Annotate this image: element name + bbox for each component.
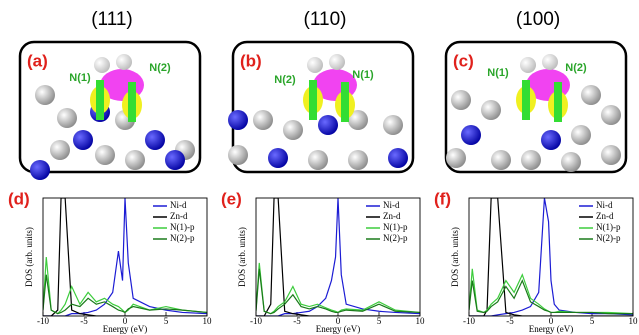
bond bbox=[96, 80, 104, 120]
atom bbox=[50, 140, 70, 160]
atom bbox=[601, 145, 621, 165]
legend-label: Zn-d bbox=[596, 211, 614, 221]
panel-label: (f) bbox=[434, 189, 451, 208]
atom bbox=[35, 85, 55, 105]
legend-label: Zn-d bbox=[170, 211, 188, 221]
atom bbox=[116, 54, 132, 70]
atom bbox=[348, 150, 368, 170]
legend-label: N(1)-p bbox=[596, 222, 621, 232]
atom-label: N(2) bbox=[149, 62, 171, 74]
x-tick-label: 0 bbox=[123, 316, 128, 326]
atom bbox=[461, 125, 481, 145]
atom bbox=[125, 150, 145, 170]
figure: (111) (a) N(1) N(2) (110) (b) N(2) N(1) (100) (c)… bbox=[0, 0, 639, 335]
atom bbox=[283, 120, 303, 140]
atom bbox=[481, 100, 501, 120]
legend-label: N(2)-p bbox=[170, 233, 195, 243]
bond bbox=[309, 80, 317, 120]
y-axis-label: DOS (arb. units) bbox=[450, 227, 460, 287]
dos-line bbox=[256, 269, 420, 314]
atom bbox=[451, 90, 471, 110]
dos-line bbox=[469, 281, 633, 314]
atom bbox=[307, 57, 323, 73]
y-axis-label: DOS (arb. units) bbox=[237, 227, 247, 287]
dos-line bbox=[43, 257, 207, 314]
dos-line bbox=[256, 263, 420, 314]
panel-title: (100) bbox=[516, 9, 560, 30]
dos-line bbox=[43, 275, 207, 314]
atom bbox=[446, 148, 466, 168]
atom bbox=[73, 130, 93, 150]
atom bbox=[30, 160, 50, 180]
atom bbox=[571, 125, 591, 145]
atom-label: N(1) bbox=[352, 69, 374, 81]
atom bbox=[165, 150, 185, 170]
atom bbox=[318, 115, 338, 135]
panel-label: (e) bbox=[221, 189, 242, 208]
legend-label: Zn-d bbox=[383, 211, 401, 221]
atom bbox=[581, 85, 601, 105]
x-tick-label: 10 bbox=[203, 316, 213, 326]
atom bbox=[145, 130, 165, 150]
legend-label: Ni-d bbox=[383, 200, 400, 210]
x-tick-label: -10 bbox=[250, 316, 262, 326]
atom bbox=[95, 145, 115, 165]
atom bbox=[491, 150, 511, 170]
panel-label: (a) bbox=[27, 51, 48, 70]
atom bbox=[228, 145, 248, 165]
legend-label: N(1)-p bbox=[383, 222, 408, 232]
x-tick-label: -5 bbox=[506, 316, 514, 326]
panel-label: (c) bbox=[453, 51, 474, 70]
atom bbox=[383, 115, 403, 135]
x-tick-label: -5 bbox=[293, 316, 301, 326]
legend-label: N(2)-p bbox=[596, 233, 621, 243]
legend-label: N(1)-p bbox=[170, 222, 195, 232]
atom bbox=[541, 130, 561, 150]
x-tick-label: -5 bbox=[80, 316, 88, 326]
x-tick-label: 5 bbox=[164, 316, 169, 326]
legend-label: Ni-d bbox=[596, 200, 613, 210]
bond bbox=[554, 82, 562, 122]
atom bbox=[268, 148, 288, 168]
atom bbox=[308, 150, 328, 170]
atom-label: N(1) bbox=[69, 72, 91, 84]
atom bbox=[601, 105, 621, 125]
atom-label: N(1) bbox=[487, 67, 509, 79]
x-tick-label: 5 bbox=[590, 316, 595, 326]
atom bbox=[228, 110, 248, 130]
atom bbox=[520, 57, 536, 73]
x-tick-label: 0 bbox=[336, 316, 341, 326]
atom bbox=[521, 150, 541, 170]
panel-title: (110) bbox=[304, 9, 347, 30]
atom bbox=[329, 54, 345, 70]
bond bbox=[341, 82, 349, 122]
atom bbox=[561, 152, 581, 172]
legend-label: N(2)-p bbox=[383, 233, 408, 243]
x-tick-label: 0 bbox=[549, 316, 554, 326]
atom-label: N(2) bbox=[274, 74, 296, 86]
atom bbox=[94, 57, 110, 73]
atom bbox=[57, 108, 77, 128]
atom bbox=[253, 110, 273, 130]
y-axis-label: DOS (arb. units) bbox=[24, 227, 34, 287]
panel-label: (d) bbox=[8, 189, 30, 208]
atom bbox=[388, 148, 408, 168]
x-tick-label: -10 bbox=[463, 316, 475, 326]
panel-title: (111) bbox=[91, 9, 133, 30]
x-tick-label: 10 bbox=[416, 316, 426, 326]
panel-label: (b) bbox=[240, 51, 262, 70]
x-tick-label: 10 bbox=[629, 316, 639, 326]
bond bbox=[128, 82, 136, 122]
legend-label: Ni-d bbox=[170, 200, 187, 210]
x-tick-label: 5 bbox=[377, 316, 382, 326]
atom-label: N(2) bbox=[565, 62, 587, 74]
atom bbox=[542, 54, 558, 70]
bond bbox=[522, 80, 530, 120]
x-tick-label: -10 bbox=[37, 316, 49, 326]
